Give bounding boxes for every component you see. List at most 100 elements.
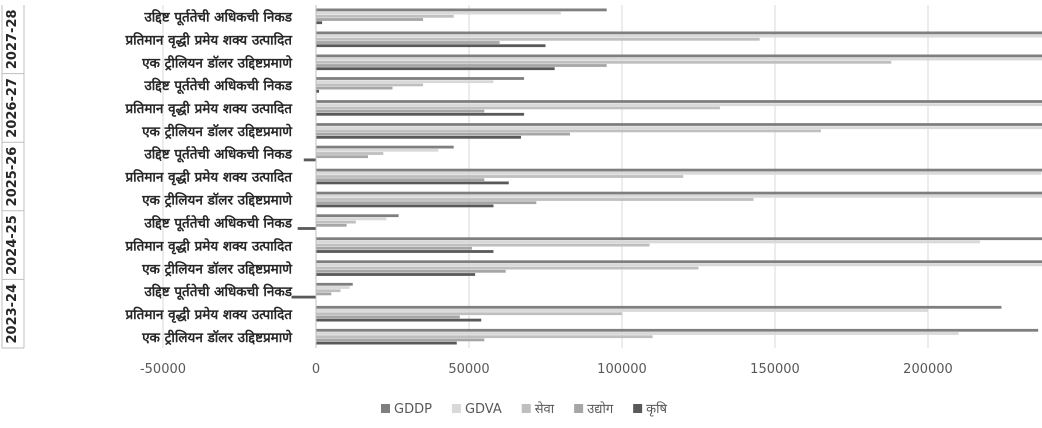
bar-1 bbox=[316, 237, 1042, 241]
bar-5 bbox=[316, 273, 476, 276]
category-label: एक ट्रीलियन डॉलर उद्दिष्टप्रमाणे bbox=[141, 55, 293, 72]
x-tick-label: -50000 bbox=[140, 362, 186, 377]
category-label: प्रतिमान वृद्धी प्रमेय शक्य उत्पादित bbox=[124, 306, 293, 323]
group-label: 2026-27 bbox=[5, 78, 20, 138]
bar-3 bbox=[316, 289, 341, 293]
bar-2 bbox=[316, 263, 1042, 267]
bar-1 bbox=[316, 31, 1042, 35]
bar-5 bbox=[316, 67, 555, 71]
bar-5 bbox=[316, 204, 494, 208]
bar-3 bbox=[316, 129, 821, 133]
x-tick-label: 200000 bbox=[903, 362, 953, 377]
bar-5 bbox=[303, 158, 316, 162]
bar-2 bbox=[316, 217, 387, 221]
bar-4 bbox=[316, 155, 369, 159]
bar-1 bbox=[316, 77, 525, 80]
bar-1 bbox=[316, 145, 454, 149]
category-label: उद्दिष्ट पूर्ततेची अधिकची निकड bbox=[143, 77, 292, 95]
x-axis-ticks: -500000500001000001500002000002500003000… bbox=[140, 362, 953, 377]
bar-1 bbox=[316, 168, 1042, 172]
group-label: 2025-26 bbox=[5, 147, 20, 207]
bar-1 bbox=[316, 8, 607, 12]
bar-4 bbox=[316, 201, 537, 205]
legend-swatch bbox=[521, 404, 531, 413]
bar-2 bbox=[316, 171, 1042, 175]
bar-4 bbox=[316, 315, 460, 319]
bar-3 bbox=[316, 14, 454, 18]
category-label: उद्दिष्ट पूर्ततेची अधिकची निकड bbox=[143, 146, 292, 164]
legend-swatch bbox=[574, 404, 584, 413]
bar-3 bbox=[316, 175, 684, 178]
legend-label: उद्योग bbox=[587, 401, 614, 417]
bar-4 bbox=[316, 246, 473, 250]
bar-5 bbox=[316, 250, 494, 253]
bar-1 bbox=[316, 100, 1042, 103]
bar-1 bbox=[316, 191, 1042, 195]
legend-label: GDVA bbox=[465, 402, 502, 417]
bar-5 bbox=[316, 89, 320, 93]
bar-5 bbox=[316, 341, 457, 345]
bar-1 bbox=[316, 214, 399, 218]
bar-3 bbox=[316, 335, 653, 339]
legend-swatch bbox=[381, 404, 390, 413]
legend-swatch bbox=[451, 404, 461, 413]
x-tick-label: 0 bbox=[312, 362, 320, 377]
bar-3 bbox=[316, 83, 424, 87]
bar-4 bbox=[316, 64, 607, 67]
bar-2 bbox=[316, 34, 1042, 38]
bar-4 bbox=[316, 269, 506, 273]
bar-3 bbox=[316, 266, 699, 270]
bar-5 bbox=[291, 295, 316, 299]
bar-5 bbox=[316, 21, 323, 25]
legend: GDDP GDVA सेवा उद्योग कृषि bbox=[381, 401, 668, 417]
category-label: उद्दिष्ट पूर्ततेची अधिकची निकड bbox=[143, 9, 292, 27]
bar-3 bbox=[316, 60, 892, 64]
bar-3 bbox=[316, 198, 754, 201]
bar-5 bbox=[316, 135, 522, 139]
bar-2 bbox=[316, 57, 1042, 61]
bar-4 bbox=[316, 338, 485, 342]
category-label: एक ट्रीलियन डॉलर उद्दिष्टप्रमाणे bbox=[141, 192, 293, 209]
bar-1 bbox=[316, 305, 1002, 309]
category-label: प्रतिमान वृद्धी प्रमेय शक्य उत्पादित bbox=[124, 237, 293, 254]
bar-2 bbox=[316, 240, 981, 244]
category-label: प्रतिमान वृद्धी प्रमेय शक्य उत्पादित bbox=[124, 32, 293, 49]
legend-swatch bbox=[633, 404, 643, 413]
category-label: एक ट्रीलियन डॉलर उद्दिष्टप्रमाणे bbox=[141, 123, 293, 140]
bar-2 bbox=[316, 148, 439, 152]
legend-label: सेवा bbox=[535, 401, 555, 417]
x-tick-label: 150000 bbox=[750, 362, 800, 377]
bar-4 bbox=[316, 132, 570, 136]
group-label: 2024-25 bbox=[5, 215, 20, 275]
bar-1 bbox=[316, 260, 1042, 264]
category-label: एक ट्रीलियन डॉलर उद्दिष्टप्रमाणे bbox=[141, 260, 293, 277]
bar-2 bbox=[316, 286, 350, 289]
bar-2 bbox=[316, 194, 1042, 198]
category-labels: 2027-28 उद्दिष्ट पूर्ततेची अधिकची निकड प्र… bbox=[1, 5, 317, 349]
bar-2 bbox=[316, 332, 959, 335]
bar-2 bbox=[316, 126, 1042, 130]
category-label: प्रतिमान वृद्धी प्रमेय शक्य उत्पादित bbox=[124, 100, 293, 117]
group-label: 2023-24 bbox=[5, 284, 20, 344]
bar-4 bbox=[316, 18, 424, 21]
bar-4 bbox=[316, 292, 332, 296]
bar-5 bbox=[316, 112, 525, 116]
legend-label: GDDP bbox=[394, 402, 432, 417]
x-tick-label: 50000 bbox=[448, 362, 489, 377]
bar-3 bbox=[316, 106, 720, 110]
bar-2 bbox=[316, 103, 1042, 107]
bar-3 bbox=[316, 312, 622, 316]
bar-3 bbox=[316, 243, 650, 247]
bar-2 bbox=[316, 80, 494, 84]
bar-4 bbox=[316, 178, 485, 182]
bar-series bbox=[291, 8, 1042, 345]
bar-4 bbox=[316, 86, 393, 90]
category-label: उद्दिष्ट पूर्ततेची अधिकची निकड bbox=[143, 214, 292, 232]
bar-4 bbox=[316, 109, 485, 113]
bar-3 bbox=[316, 37, 760, 41]
bar-1 bbox=[316, 54, 1042, 58]
bar-1 bbox=[316, 282, 353, 286]
bar-5 bbox=[297, 227, 316, 230]
category-label: प्रतिमान वृद्धी प्रमेय शक्य उत्पादित bbox=[124, 169, 293, 186]
